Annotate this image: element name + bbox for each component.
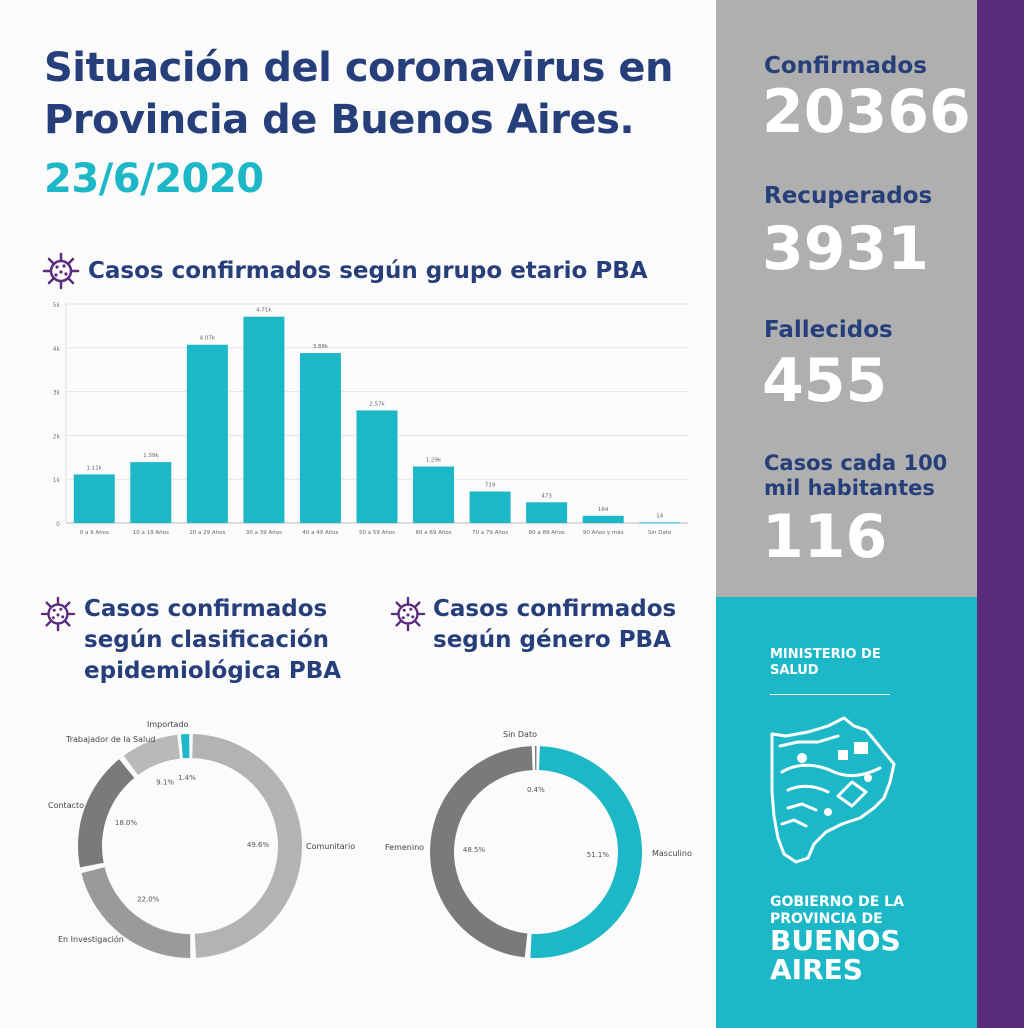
slice-percent-label: 9.1%: [156, 779, 174, 787]
x-tick-label: 30 a 39 Años: [246, 530, 282, 536]
slice-category-label: Femenino: [385, 843, 424, 852]
report-date: 23/6/2020: [44, 156, 264, 202]
bar: [639, 522, 681, 524]
bar: [243, 316, 285, 523]
bar: [413, 466, 455, 523]
x-tick-label: 70 a 79 Años: [472, 530, 508, 536]
bar: [73, 474, 115, 523]
slice-percent-label: 51.1%: [587, 851, 610, 859]
stat-incidence-label: Casos cada 100 mil habitantes: [764, 451, 948, 500]
stat-recuperados-value: 3931: [762, 214, 929, 284]
donut-slice: [81, 867, 191, 958]
gender-section-title: Casos confirmados según género PBA: [433, 596, 677, 653]
x-tick-label: 40 a 49 Años: [302, 530, 338, 536]
age-section-title: Casos confirmados según grupo etario PBA: [88, 258, 648, 284]
buenos-aires-label: BUENOS AIRES: [770, 924, 901, 986]
bar: [582, 515, 624, 523]
x-tick-label: 60 a 69 Años: [415, 530, 451, 536]
x-tick-label: 20 a 29 Años: [189, 530, 225, 536]
data-label: 4.71k: [256, 308, 272, 314]
y-tick-label: 5k: [53, 302, 61, 309]
data-label: 1.39k: [143, 453, 159, 459]
x-tick-label: Sin Dato: [648, 530, 672, 536]
x-tick-label: 10 a 19 Años: [133, 530, 169, 536]
age-bar-chart: 0 1k 2k 3k 4k 5k 1.11k 0 a 9 Años 1.39k 10 a 19 A…: [53, 302, 688, 536]
data-label: 164: [598, 507, 609, 513]
slice-percent-label: 22.0%: [137, 896, 160, 904]
bar: [356, 410, 398, 523]
stat-confirmados-value: 20366: [762, 77, 971, 147]
slice-category-label: Masculino: [652, 849, 692, 858]
ministry-panel: MINISTERIO DE SALUD GOBIERNO DE LA PROVI…: [716, 597, 977, 1028]
slice-category-label: Trabajador de la Salud: [65, 735, 155, 744]
classification-donut-chart: 49.6% Comunitario 22.0% En Investigación 18.…: [48, 720, 355, 958]
page-title: Situación del coronavirus en Provincia d…: [44, 45, 674, 143]
data-label: 1.29k: [426, 457, 442, 463]
x-tick-label: 50 a 59 Años: [359, 530, 395, 536]
slice-percent-label: 1.4%: [178, 774, 196, 782]
stat-fallecidos-value: 455: [762, 346, 888, 416]
stat-incidence-value: 116: [762, 502, 888, 572]
bar: [526, 502, 568, 523]
y-tick-label: 0: [56, 521, 60, 528]
bar: [469, 491, 511, 523]
slice-category-label: Contacto: [48, 801, 84, 810]
stat-recuperados-label: Recuperados: [764, 183, 933, 209]
data-label: 14: [656, 513, 663, 519]
slice-percent-label: 0.4%: [527, 786, 545, 794]
side-stripe: [977, 0, 1024, 1028]
bar: [299, 353, 341, 523]
data-label: 3.88k: [313, 344, 329, 350]
x-tick-label: 0 a 9 Años: [80, 530, 109, 536]
slice-category-label: Importado: [147, 720, 189, 729]
donut-slice: [123, 734, 180, 776]
classification-section-title: Casos confirmados según clasificación ep…: [84, 596, 342, 684]
y-tick-label: 1k: [53, 477, 61, 484]
donut-slice: [192, 734, 303, 958]
data-label: 4.07k: [200, 336, 216, 342]
slice-category-label: Comunitario: [306, 842, 355, 851]
data-label: 719: [485, 483, 496, 489]
y-tick-label: 4k: [53, 346, 61, 353]
slice-category-label: Sin Dato: [503, 730, 537, 739]
slice-percent-label: 18.0%: [115, 819, 138, 827]
y-tick-label: 2k: [53, 433, 61, 440]
slice-percent-label: 49.6%: [247, 841, 270, 849]
virus-icon: [40, 596, 76, 632]
donut-slice: [180, 734, 190, 759]
data-label: 2.57k: [369, 401, 385, 407]
bar: [130, 462, 172, 523]
y-tick-label: 3k: [53, 390, 61, 397]
province-map-logo: [770, 716, 896, 864]
donut-slice: [430, 746, 533, 958]
stat-fallecidos-label: Fallecidos: [764, 317, 893, 343]
donut-slice: [530, 746, 642, 958]
stat-confirmados-label: Confirmados: [764, 53, 927, 79]
divider: [770, 694, 890, 695]
bar: [186, 344, 228, 523]
stats-panel: Confirmados 20366 Recuperados 3931 Falle…: [716, 0, 977, 597]
ministerio-label: MINISTERIO DE SALUD: [770, 647, 881, 678]
data-label: 1.11k: [87, 465, 103, 471]
data-label: 473: [541, 493, 552, 499]
gender-donut-chart: 51.1% Masculino 48.5% Femenino 0.4% Sin Dato: [385, 730, 692, 958]
donut-slice: [535, 746, 537, 771]
slice-percent-label: 48.5%: [463, 846, 486, 854]
virus-icon: [390, 596, 426, 632]
slice-category-label: En Investigación: [58, 934, 124, 944]
x-tick-label: 90 Años y más: [583, 529, 624, 536]
x-tick-label: 80 a 89 Años: [529, 530, 565, 536]
donut-slice: [78, 759, 135, 868]
gobierno-label: GOBIERNO DE LA PROVINCIA DE: [770, 894, 904, 927]
virus-icon: [42, 252, 80, 290]
